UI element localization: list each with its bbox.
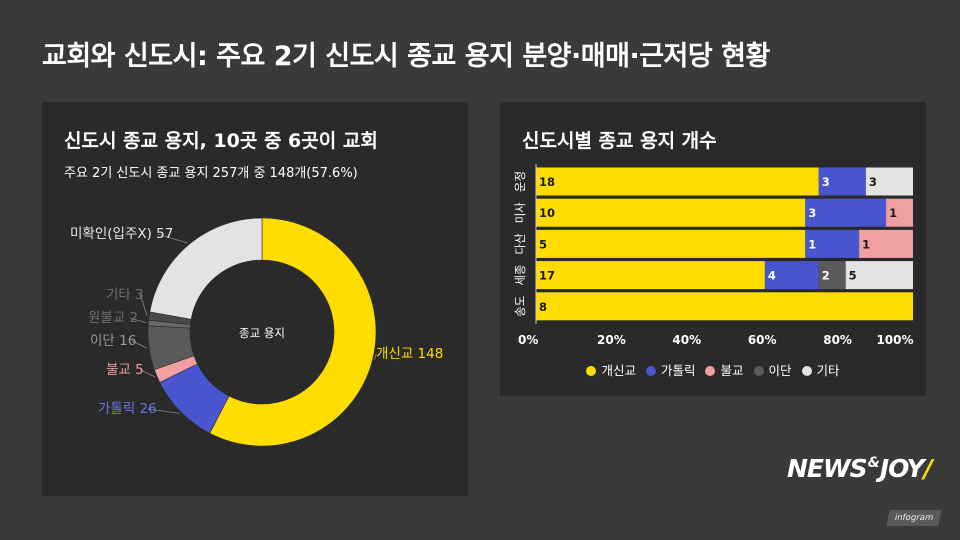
donut-subtitle: 주요 2기 신도시 종교 용지 257개 중 148개(57.6%) — [64, 166, 358, 181]
bar-value-3-4: 5 — [849, 269, 857, 283]
bar-seg-0-1[interactable] — [818, 167, 866, 196]
donut-label-5: 기타 3 — [106, 287, 144, 303]
donut-leader-2 — [140, 369, 156, 378]
bar-seg-3-4[interactable] — [845, 261, 913, 290]
infogram-badge[interactable]: infogram — [886, 510, 942, 526]
logo-amp: & — [867, 455, 880, 471]
donut-slice-0[interactable] — [209, 217, 377, 447]
legend-dot-1 — [645, 366, 656, 376]
logo-joy: JOY — [879, 454, 925, 483]
donut-label-1: 가톨릭 26 — [98, 401, 157, 417]
donut-label-3: 이단 16 — [90, 333, 136, 349]
bar-seg-0-0[interactable] — [536, 167, 819, 196]
bar-value-4-0: 8 — [539, 300, 547, 314]
legend-item-0[interactable]: 개신교 — [586, 360, 636, 379]
donut-panel: 신도시 종교 용지, 10곳 중 6곳이 교회 주요 2기 신도시 종교 용지 … — [42, 102, 468, 496]
bar-category-0: 운정 — [513, 171, 527, 192]
bar-category-4: 송도 — [513, 296, 527, 317]
bar-x-tick-2: 40% — [672, 333, 701, 347]
bar-x-tick-3: 60% — [748, 333, 777, 347]
bar-seg-4-0[interactable] — [536, 292, 913, 321]
legend-dot-2 — [705, 366, 716, 376]
donut-leader-0 — [374, 353, 377, 360]
bar-seg-1-2[interactable] — [886, 198, 913, 227]
legend-dot-3 — [753, 366, 764, 376]
bar-x-tick-1: 20% — [597, 333, 626, 347]
bar-seg-2-0[interactable] — [536, 229, 806, 258]
donut-label-6: 미확인(입주X) 57 — [70, 226, 173, 242]
legend-item-2[interactable]: 불교 — [705, 360, 744, 379]
bar-x-tick-0: 0% — [518, 333, 538, 347]
bar-seg-3-0[interactable] — [536, 261, 765, 290]
bar-value-2-1: 1 — [808, 237, 816, 251]
bar-seg-1-0[interactable] — [536, 198, 806, 227]
legend-label-1: 가톨릭 — [660, 363, 696, 378]
bar-x-tick-5: 100% — [876, 333, 913, 347]
donut-label-4: 원불교 2 — [88, 310, 138, 326]
bar-seg-0-4[interactable] — [865, 167, 913, 196]
bar-seg-2-2[interactable] — [859, 229, 913, 258]
bar-value-3-3: 2 — [822, 269, 830, 283]
bar-seg-3-1[interactable] — [764, 261, 819, 290]
bar-value-3-0: 17 — [539, 269, 555, 283]
bar-legend: 개신교 가톨릭 불교 이단 기타 — [500, 360, 926, 379]
page-title: 교회와 신도시: 주요 2기 신도시 종교 용지 분양·매매·근저당 현황 — [42, 41, 770, 72]
donut-title: 신도시 종교 용지, 10곳 중 6곳이 교회 — [64, 130, 378, 152]
bar-value-1-0: 10 — [539, 206, 555, 220]
bar-seg-1-1[interactable] — [805, 198, 887, 227]
bar-value-0-4: 3 — [869, 175, 877, 189]
donut-center-label: 종교 용지 — [239, 326, 285, 340]
legend-label-4: 기타 — [816, 363, 840, 378]
donut-leader-6 — [157, 233, 188, 244]
legend-item-4[interactable]: 기타 — [801, 360, 840, 379]
bar-x-tick-4: 80% — [823, 333, 852, 347]
legend-label-3: 이단 — [768, 363, 792, 378]
donut-leader-4 — [129, 317, 147, 324]
bar-value-1-2: 1 — [889, 206, 897, 220]
bar-value-0-1: 3 — [822, 175, 830, 189]
donut-chart: 개신교 148 가톨릭 26 불교 5 이단 16 원불교 2 기타 3 미확인(입주X) … — [70, 217, 443, 447]
bar-value-2-0: 5 — [539, 237, 547, 251]
bar-value-1-1: 3 — [808, 206, 816, 220]
bar-category-1: 미사 — [513, 202, 527, 224]
bar-seg-3-3[interactable] — [818, 261, 846, 290]
bar-category-2: 다산 — [513, 233, 527, 255]
donut-leader-3 — [131, 340, 148, 349]
bar-value-3-1: 4 — [768, 269, 776, 283]
bar-category-3: 세종 — [513, 265, 527, 286]
bar-value-0-0: 18 — [539, 175, 555, 189]
donut-leader-5 — [140, 294, 148, 316]
newsnjoy-logo: NEWS&JOY/ — [787, 454, 933, 483]
logo-news: NEWS — [787, 454, 868, 483]
bar-panel: 신도시별 종교 용지 개수 18 3 3 운정 10 3 1 미사 5 1 1 다산 17 4 2 5 세종 8 송… — [500, 102, 926, 396]
legend-item-3[interactable]: 이단 — [753, 360, 792, 379]
legend-dot-4 — [801, 366, 812, 376]
legend-dot-0 — [586, 366, 597, 376]
donut-label-0: 개신교 148 — [376, 346, 443, 362]
legend-label-0: 개신교 — [601, 363, 636, 378]
donut-leader-1 — [147, 408, 180, 414]
legend-item-1[interactable]: 가톨릭 — [645, 360, 696, 379]
bar-value-2-2: 1 — [862, 237, 870, 251]
donut-label-2: 불교 5 — [106, 362, 144, 378]
bar-chart: 18 3 3 운정 10 3 1 미사 5 1 1 다산 17 4 2 5 세종 8 송도 0% 20% 40% 60% 80… — [513, 164, 914, 347]
donut-slice-6[interactable] — [149, 217, 263, 320]
bar-title: 신도시별 종교 용지 개수 — [522, 130, 717, 152]
legend-label-2: 불교 — [720, 363, 744, 378]
bar-seg-2-1[interactable] — [805, 229, 860, 258]
